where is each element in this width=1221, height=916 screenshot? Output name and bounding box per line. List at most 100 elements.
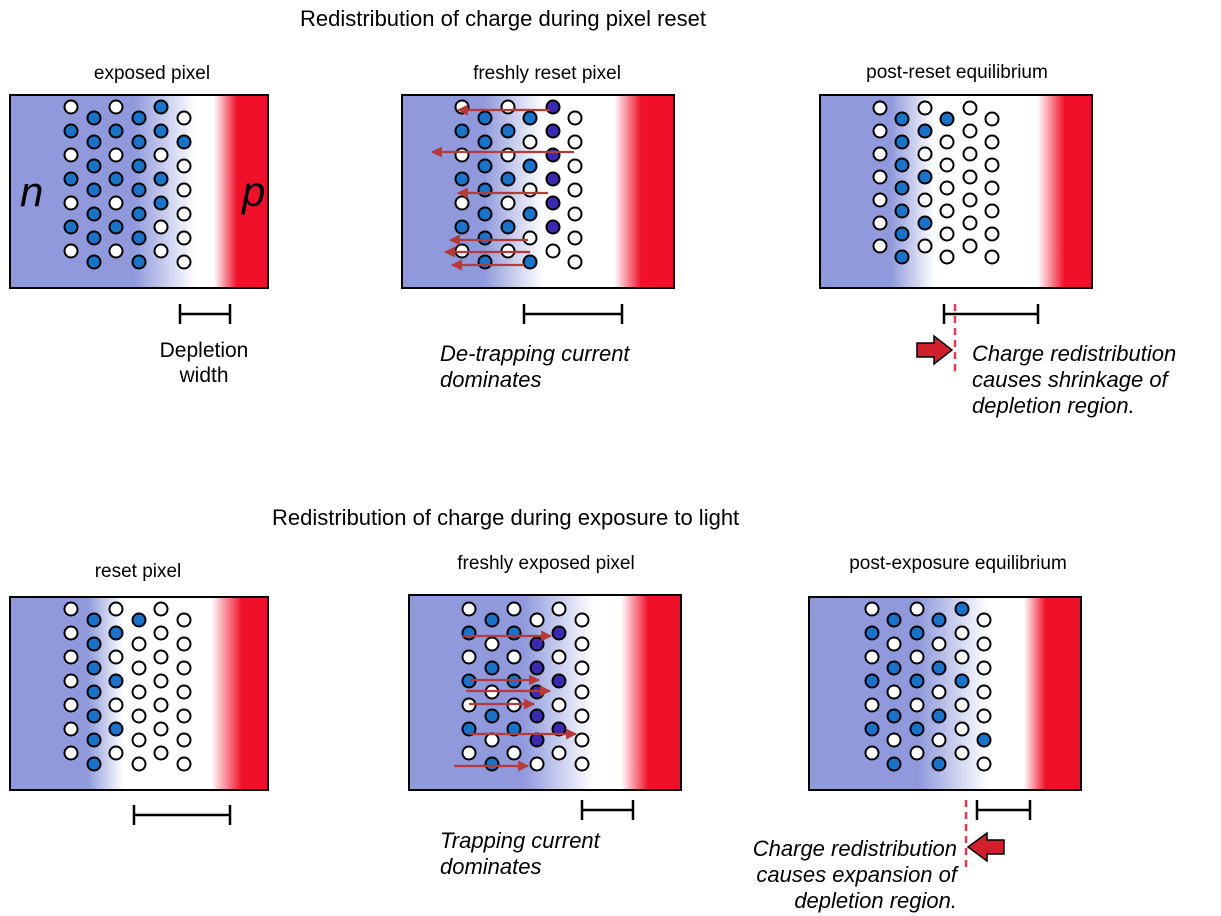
- empty-charge-dot: [500, 99, 516, 115]
- expand-text-line2: causes expansion of: [756, 862, 959, 887]
- panel-freshly-reset-pixel: [401, 94, 675, 289]
- empty-charge-dot: [574, 636, 590, 652]
- empty-charge-dot: [63, 697, 79, 713]
- filled-charge-dot: [522, 110, 538, 126]
- filled-charge-dot: [131, 134, 147, 150]
- empty-charge-dot: [131, 756, 147, 772]
- empty-charge-dot: [984, 134, 1000, 150]
- empty-charge-dot: [461, 601, 477, 617]
- filled-charge-dot: [63, 219, 79, 235]
- empty-charge-dot: [176, 158, 192, 174]
- filled-charge-dot: [477, 206, 493, 222]
- panel-title-post-exposure: post-exposure equilibrium: [849, 553, 1067, 574]
- filled-charge-dot: [917, 169, 933, 185]
- empty-charge-dot: [939, 226, 955, 242]
- filled-charge-dot: [484, 612, 500, 628]
- depletion-marker-reset: [132, 805, 232, 825]
- filled-charge-dot: [108, 721, 124, 737]
- filled-charge-dot: [551, 721, 567, 737]
- shrink-text-line1: Charge redistribution: [972, 341, 1176, 366]
- detrapping-text-line2: dominates: [440, 367, 542, 392]
- empty-charge-dot: [962, 100, 978, 116]
- filled-charge-dot: [484, 708, 500, 724]
- filled-charge-dot: [500, 123, 516, 139]
- empty-charge-dot: [506, 649, 522, 665]
- pixel-box: [401, 94, 675, 289]
- filled-charge-dot: [63, 123, 79, 139]
- top-title: Redistribution of charge during pixel re…: [300, 6, 706, 31]
- empty-charge-dot: [976, 708, 992, 724]
- empty-charge-dot: [176, 230, 192, 246]
- filled-charge-dot: [131, 110, 147, 126]
- empty-charge-dot: [551, 697, 567, 713]
- empty-charge-dot: [864, 649, 880, 665]
- empty-charge-dot: [909, 745, 925, 761]
- panel-title-reset: reset pixel: [95, 561, 182, 582]
- filled-charge-dot: [108, 673, 124, 689]
- depletion-marker-post-reset: [942, 304, 1040, 324]
- filled-charge-dot: [931, 756, 947, 772]
- empty-charge-dot: [63, 147, 79, 163]
- empty-charge-dot: [529, 612, 545, 628]
- empty-charge-dot: [63, 601, 79, 617]
- detrapping-arrows: [430, 104, 574, 271]
- empty-charge-dot: [939, 203, 955, 219]
- filled-charge-dot: [545, 147, 561, 163]
- expand-arrow-icon: [966, 831, 1005, 863]
- panel-title-freshly-reset: freshly reset pixel: [473, 63, 621, 84]
- charge-dots: [63, 99, 192, 270]
- filled-charge-dot: [545, 171, 561, 187]
- empty-charge-dot: [176, 636, 192, 652]
- empty-charge-dot: [567, 206, 583, 222]
- filled-charge-dot: [500, 219, 516, 235]
- filled-charge-dot: [108, 625, 124, 641]
- empty-charge-dot: [939, 157, 955, 173]
- empty-charge-dot: [872, 192, 888, 208]
- empty-charge-dot: [63, 243, 79, 259]
- empty-charge-dot: [962, 238, 978, 254]
- empty-charge-dot: [176, 708, 192, 724]
- filled-charge-dot: [131, 182, 147, 198]
- filled-charge-dot: [477, 254, 493, 270]
- empty-charge-dot: [917, 146, 933, 162]
- empty-charge-dot: [176, 756, 192, 772]
- empty-charge-dot: [176, 182, 192, 198]
- empty-charge-dot: [872, 100, 888, 116]
- empty-charge-dot: [500, 195, 516, 211]
- empty-charge-dot: [976, 756, 992, 772]
- filled-charge-dot: [86, 756, 102, 772]
- empty-charge-dot: [976, 636, 992, 652]
- filled-charge-dot: [545, 99, 561, 115]
- empty-charge-dot: [153, 745, 169, 761]
- filled-charge-dot: [153, 99, 169, 115]
- filled-charge-dot: [454, 123, 470, 139]
- empty-charge-dot: [909, 649, 925, 665]
- empty-charge-dot: [63, 625, 79, 641]
- filled-charge-dot: [545, 195, 561, 211]
- filled-charge-dot: [86, 158, 102, 174]
- filled-charge-dot: [529, 708, 545, 724]
- empty-charge-dot: [939, 134, 955, 150]
- empty-charge-dot: [108, 745, 124, 761]
- empty-charge-dot: [108, 99, 124, 115]
- empty-charge-dot: [954, 745, 970, 761]
- empty-charge-dot: [574, 756, 590, 772]
- filled-charge-dot: [894, 180, 910, 196]
- shrink-text-line2: causes shrinkage of: [972, 367, 1171, 392]
- empty-charge-dot: [506, 601, 522, 617]
- empty-charge-dot: [63, 99, 79, 115]
- empty-charge-dot: [153, 697, 169, 713]
- empty-charge-dot: [984, 249, 1000, 265]
- filled-charge-dot: [931, 612, 947, 628]
- empty-charge-dot: [976, 660, 992, 676]
- empty-charge-dot: [153, 625, 169, 641]
- filled-charge-dot: [461, 721, 477, 737]
- empty-charge-dot: [574, 684, 590, 700]
- empty-charge-dot: [567, 230, 583, 246]
- filled-charge-dot: [477, 230, 493, 246]
- filled-charge-dot: [454, 219, 470, 235]
- filled-charge-dot: [551, 673, 567, 689]
- n-region-label: n: [20, 168, 43, 215]
- empty-charge-dot: [153, 649, 169, 665]
